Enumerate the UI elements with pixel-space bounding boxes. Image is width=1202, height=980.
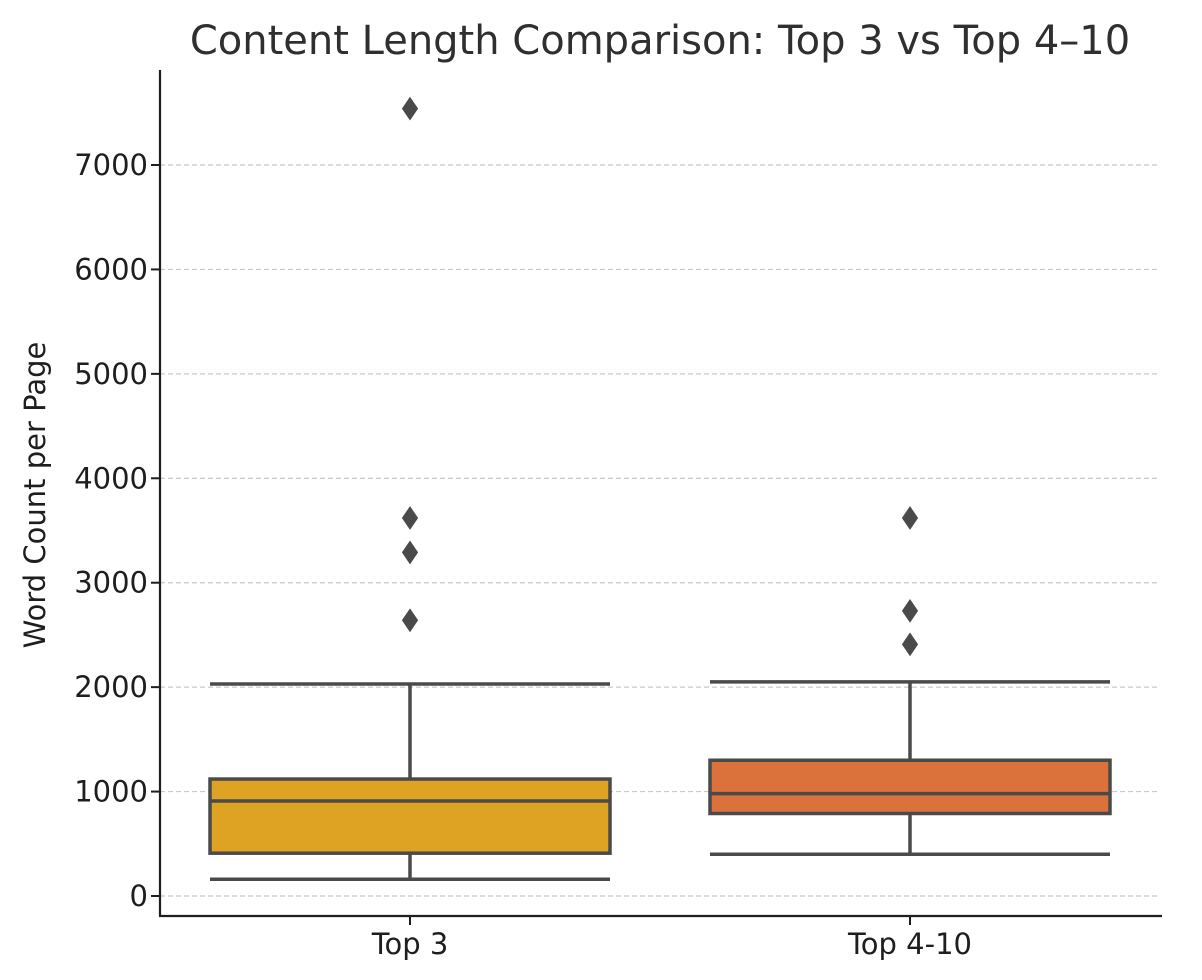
y-tick-label: 0	[130, 879, 148, 913]
outlier-point	[901, 599, 919, 623]
y-axis-label: Word Count per Page	[18, 342, 52, 649]
y-tick-label: 7000	[74, 148, 148, 182]
y-tick-label: 3000	[74, 566, 148, 600]
x-tick-label: Top 4-10	[847, 927, 972, 961]
box-group	[708, 506, 1112, 856]
y-tick-label: 6000	[74, 252, 148, 286]
outlier-point	[901, 506, 919, 530]
boxes	[208, 96, 1112, 882]
outlier-point	[401, 96, 419, 121]
box-iqr	[208, 777, 612, 855]
outlier-point	[901, 632, 919, 657]
chart-title: Content Length Comparison: Top 3 vs Top …	[190, 18, 1130, 64]
y-tick-label: 2000	[74, 670, 148, 704]
y-tick-label: 1000	[74, 775, 148, 809]
outlier-point	[401, 608, 419, 633]
y-tick-label: 5000	[74, 357, 148, 391]
x-tick-label: Top 3	[371, 927, 449, 961]
y-tick-label: 4000	[74, 461, 148, 495]
outlier-point	[401, 506, 419, 530]
box-iqr	[708, 758, 1112, 816]
box-group	[208, 96, 612, 882]
x-ticks: Top 3 Top 4-10	[371, 916, 972, 961]
outlier-point	[401, 540, 419, 565]
y-ticks: 0 1000 2000 3000 4000 5000 6000 7000	[74, 148, 160, 913]
